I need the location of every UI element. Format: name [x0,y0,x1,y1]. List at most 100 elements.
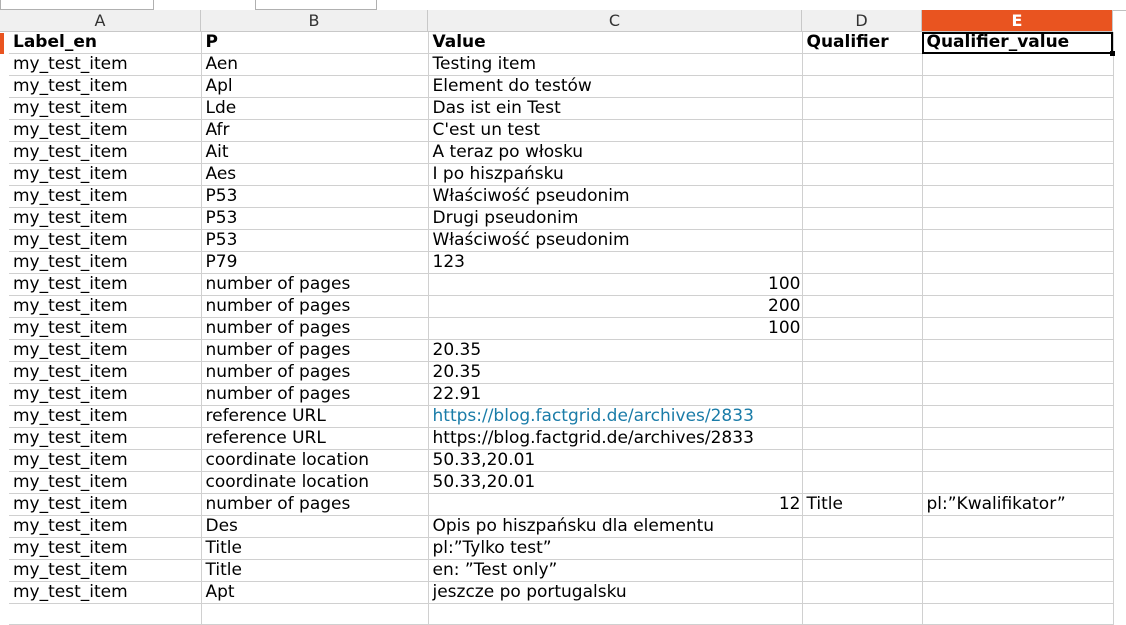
cell-a[interactable]: my_test_item [9,75,202,98]
cell-b[interactable]: number of pages [201,317,429,340]
cell-c[interactable]: A teraz po włosku [428,141,803,164]
cell-e[interactable]: Qualifier_value [922,32,1114,54]
cell-c[interactable]: Das ist ein Test [428,97,803,120]
column-header-b[interactable]: B [201,10,428,32]
cell-b[interactable]: number of pages [201,339,429,362]
cell-d[interactable] [802,405,923,428]
cell-b[interactable]: Title [201,537,429,560]
cell-d[interactable] [802,53,923,76]
cell-e[interactable] [922,119,1114,142]
cell-d[interactable] [802,207,923,230]
cell-e[interactable] [922,251,1114,274]
cell-a[interactable]: my_test_item [9,559,202,582]
sheet-tab-left[interactable] [0,0,154,10]
cell-e[interactable] [922,163,1114,186]
cell-a[interactable]: my_test_item [9,361,202,384]
cell-e[interactable] [922,361,1114,384]
cell-d[interactable] [802,537,923,560]
cell-e[interactable] [922,581,1114,604]
cell-d[interactable] [802,229,923,252]
cell-e[interactable] [922,339,1114,362]
cell-a[interactable]: my_test_item [9,449,202,472]
cell-e[interactable] [922,75,1114,98]
cell-c[interactable]: Drugi pseudonim [428,207,803,230]
cell-e[interactable] [922,449,1114,472]
cell-d[interactable] [802,141,923,164]
cell-a[interactable]: my_test_item [9,295,202,318]
cell-e[interactable] [922,515,1114,538]
cell-b[interactable]: Aen [201,53,429,76]
cell-c[interactable]: I po hiszpańsku [428,163,803,186]
cell-b[interactable]: P53 [201,229,429,252]
cell-d[interactable] [802,97,923,120]
cell-b[interactable]: P53 [201,207,429,230]
cell-d[interactable] [802,339,923,362]
cell-c[interactable]: 50.33,20.01 [428,471,803,494]
cell-b[interactable]: Aes [201,163,429,186]
cell-d[interactable] [802,295,923,318]
cell-a[interactable]: my_test_item [9,493,202,516]
cell-c[interactable]: pl:”Tylko test” [428,537,803,560]
cell-c[interactable]: 100 [428,317,803,340]
cell-b[interactable]: Ait [201,141,429,164]
cell-a[interactable]: Label_en [9,32,202,54]
cell-c[interactable] [428,603,803,625]
cell-a[interactable]: my_test_item [9,471,202,494]
cell-a[interactable] [9,603,202,625]
cell-d[interactable] [802,251,923,274]
cell-c[interactable]: 200 [428,295,803,318]
column-header-c[interactable]: C [428,10,802,32]
cell-c[interactable]: https://blog.factgrid.de/archives/2833 [428,427,803,450]
cell-c[interactable]: 123 [428,251,803,274]
cell-b[interactable]: number of pages [201,493,429,516]
cell-d[interactable] [802,581,923,604]
cell-e[interactable] [922,207,1114,230]
cell-a[interactable]: my_test_item [9,273,202,296]
cell-d[interactable] [802,119,923,142]
cell-d[interactable] [802,449,923,472]
cell-a[interactable]: my_test_item [9,581,202,604]
cell-a[interactable]: my_test_item [9,207,202,230]
column-header-a[interactable]: A [0,10,201,32]
cell-b[interactable]: reference URL [201,427,429,450]
cell-a[interactable]: my_test_item [9,383,202,406]
cell-a[interactable]: my_test_item [9,97,202,120]
cell-e[interactable] [922,53,1114,76]
cell-b[interactable]: coordinate location [201,471,429,494]
cell-c[interactable]: C'est un test [428,119,803,142]
cell-d[interactable] [802,559,923,582]
cell-b[interactable]: number of pages [201,361,429,384]
cell-d[interactable] [802,427,923,450]
cell-a[interactable]: my_test_item [9,163,202,186]
cell-b[interactable]: reference URL [201,405,429,428]
column-header-e[interactable]: E [922,10,1113,32]
cell-a[interactable]: my_test_item [9,427,202,450]
cell-a[interactable]: my_test_item [9,339,202,362]
cell-e[interactable] [922,383,1114,406]
cell-e[interactable] [922,603,1114,625]
cell-c[interactable]: 12 [428,493,803,516]
cell-e[interactable] [922,295,1114,318]
cell-c[interactable]: 100 [428,273,803,296]
cell-a[interactable]: my_test_item [9,141,202,164]
cell-c[interactable]: 50.33,20.01 [428,449,803,472]
cell-c[interactable]: jeszcze po portugalsku [428,581,803,604]
cell-a[interactable]: my_test_item [9,317,202,340]
cell-d[interactable] [802,603,923,625]
cell-e[interactable] [922,273,1114,296]
cell-e[interactable] [922,317,1114,340]
cell-d[interactable] [802,317,923,340]
cell-a[interactable]: my_test_item [9,515,202,538]
cell-b[interactable]: Lde [201,97,429,120]
cell-a[interactable]: my_test_item [9,53,202,76]
cell-a[interactable]: my_test_item [9,251,202,274]
cell-e[interactable] [922,405,1114,428]
cell-d[interactable] [802,75,923,98]
column-header-d[interactable]: D [802,10,922,32]
cell-a[interactable]: my_test_item [9,185,202,208]
cell-b[interactable] [201,603,429,625]
cell-b[interactable]: Title [201,559,429,582]
cell-c[interactable]: Element do testów [428,75,803,98]
cell-b[interactable]: Des [201,515,429,538]
cell-d[interactable]: Qualifier [802,32,923,54]
